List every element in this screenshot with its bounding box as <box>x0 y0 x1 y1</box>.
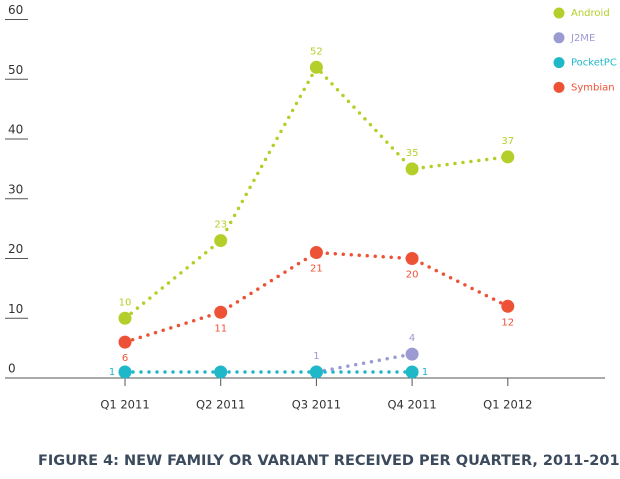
chart-title: FIGURE 4: NEW FAMILY OR VARIANT RECEIVED… <box>38 453 620 469</box>
data-label: 11 <box>214 323 227 334</box>
legend-label: Android <box>571 8 610 19</box>
legend-swatch <box>553 7 565 19</box>
legend-label: J2ME <box>570 33 595 44</box>
data-label: 23 <box>214 220 227 231</box>
x-tick-label: Q4 2011 <box>387 398 436 412</box>
data-point <box>118 335 132 349</box>
legend-label: PocketPC <box>571 58 617 69</box>
data-label: 10 <box>119 297 132 308</box>
y-tick-label: 10 <box>8 302 23 316</box>
legend-swatch <box>553 57 565 69</box>
y-tick-label: 20 <box>8 242 23 256</box>
data-label: 37 <box>501 136 514 147</box>
series-line <box>123 250 510 344</box>
data-label: 12 <box>501 317 514 328</box>
x-tick-label: Q2 2011 <box>196 398 245 412</box>
data-point <box>214 305 228 319</box>
data-point <box>405 162 419 176</box>
data-label: 35 <box>406 148 419 159</box>
data-label: 6 <box>122 353 128 364</box>
data-label: 4 <box>409 333 415 344</box>
y-tick-label: 0 <box>8 362 16 376</box>
legend-swatch <box>553 32 565 44</box>
x-tick-label: Q1 2012 <box>483 398 532 412</box>
legend-label: Symbian <box>571 82 615 93</box>
y-tick-label: 30 <box>8 182 23 196</box>
y-tick-label: 60 <box>8 3 23 17</box>
data-label: 1 <box>422 367 428 378</box>
data-point <box>309 365 323 379</box>
data-label: 1 <box>109 367 115 378</box>
data-point <box>501 150 515 164</box>
data-point <box>405 252 419 265</box>
data-point <box>309 246 323 260</box>
data-point <box>501 299 515 313</box>
series-line <box>314 352 414 374</box>
y-tick-label: 40 <box>8 123 23 137</box>
data-point <box>214 234 228 248</box>
data-label: 21 <box>310 264 323 275</box>
data-point <box>309 60 323 74</box>
data-point <box>118 311 132 325</box>
x-tick-label: Q3 2011 <box>292 398 341 412</box>
y-tick-label: 50 <box>8 63 23 77</box>
data-point <box>118 365 132 379</box>
data-point <box>214 365 228 379</box>
data-label: 20 <box>406 270 419 281</box>
x-tick-label: Q1 2011 <box>100 398 149 412</box>
data-point <box>405 365 419 379</box>
data-label: 52 <box>310 46 323 57</box>
legend-swatch <box>553 81 565 93</box>
data-label: 1 <box>313 351 319 362</box>
data-point <box>405 347 419 361</box>
series-line <box>123 64 510 320</box>
